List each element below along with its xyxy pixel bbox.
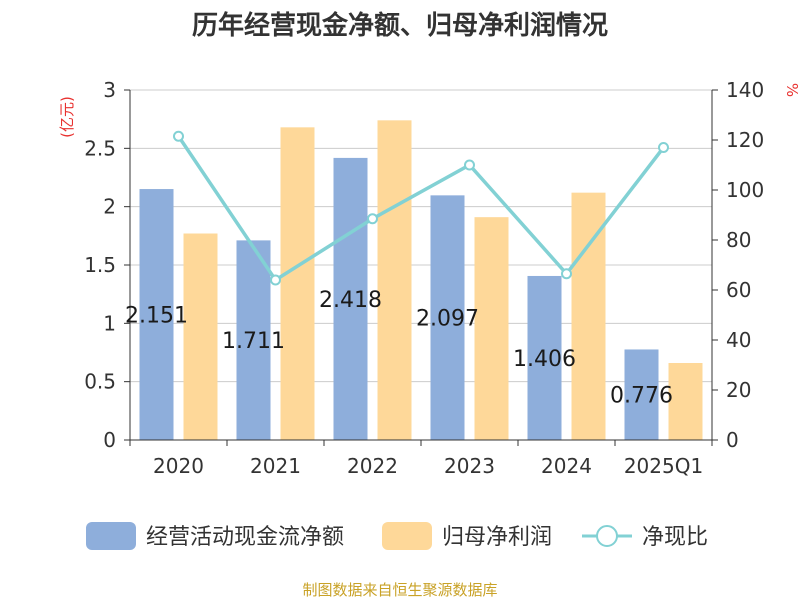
ratio-line-path [177, 135, 665, 283]
ratio-line [173, 130, 669, 286]
bar-data-label: 1.406 [513, 347, 576, 372]
right-tick-label: 100 [726, 178, 764, 202]
line-point [561, 268, 572, 280]
bar [571, 192, 606, 440]
source-note: 制图数据来自恒生聚源数据库 [302, 581, 497, 599]
legend: 经营活动现金流净额 归母净利润 净现比 [86, 522, 708, 550]
bar [139, 189, 174, 440]
line-point [367, 213, 378, 225]
legend-swatch [382, 522, 432, 550]
bar [430, 195, 465, 440]
left-tick-label: 3 [103, 78, 116, 102]
right-tick-label: 60 [726, 278, 751, 302]
data-labels: 2.151 1.711 2.418 2.097 1.406 0.776 [125, 288, 673, 409]
legend-label: 归母净利润 [442, 525, 552, 550]
tick-labels: 0 0.5 1 1.5 2 2.5 3 0 20 40 60 80 100 120 140 2020 2021 2… [84, 78, 764, 478]
legend-label: 净现比 [642, 525, 708, 550]
left-tick-label: 1.5 [84, 253, 116, 277]
right-tick-label: 120 [726, 128, 764, 152]
bar [183, 233, 218, 440]
bar [236, 240, 271, 440]
right-tick-label: 0 [726, 428, 739, 452]
bar [333, 157, 368, 440]
right-tick-label: 80 [726, 228, 751, 252]
x-tick-label: 2022 [347, 454, 398, 478]
bar-data-label: 1.711 [222, 329, 285, 354]
right-tick-label: 20 [726, 378, 751, 402]
legend-swatch [86, 522, 136, 550]
line-point [658, 142, 669, 153]
left-tick-label: 2 [103, 195, 116, 219]
left-axis-unit: (亿元) [58, 96, 76, 138]
line-point [270, 274, 281, 286]
bar [280, 127, 315, 440]
bar-data-label: 2.418 [319, 288, 382, 313]
right-tick-label: 40 [726, 328, 751, 352]
axes [124, 89, 718, 446]
bar [474, 217, 509, 440]
left-tick-label: 0 [103, 428, 116, 452]
right-axis-unit: % [783, 83, 800, 97]
left-tick-label: 2.5 [84, 136, 116, 160]
bars [139, 120, 703, 440]
bar [527, 275, 562, 440]
bar-data-label: 2.151 [125, 304, 188, 329]
left-tick-label: 1 [103, 311, 116, 335]
left-tick-label: 0.5 [84, 370, 116, 394]
bar-data-label: 0.776 [610, 384, 673, 409]
x-tick-label: 2024 [541, 454, 592, 478]
line-point [173, 130, 184, 142]
line-point [464, 159, 475, 171]
bar [377, 120, 412, 440]
legend-line-marker [596, 525, 618, 547]
legend-label: 经营活动现金流净额 [146, 525, 344, 550]
x-tick-label: 2025Q1 [624, 454, 703, 478]
x-tick-label: 2021 [250, 454, 301, 478]
chart-title: 历年经营现金净额、归母净利润情况 [192, 10, 608, 41]
bar [668, 363, 703, 440]
x-tick-label: 2023 [444, 454, 495, 478]
right-tick-label: 140 [726, 78, 764, 102]
x-tick-label: 2020 [153, 454, 204, 478]
bar [624, 349, 659, 440]
bar-data-label: 2.097 [416, 307, 479, 332]
